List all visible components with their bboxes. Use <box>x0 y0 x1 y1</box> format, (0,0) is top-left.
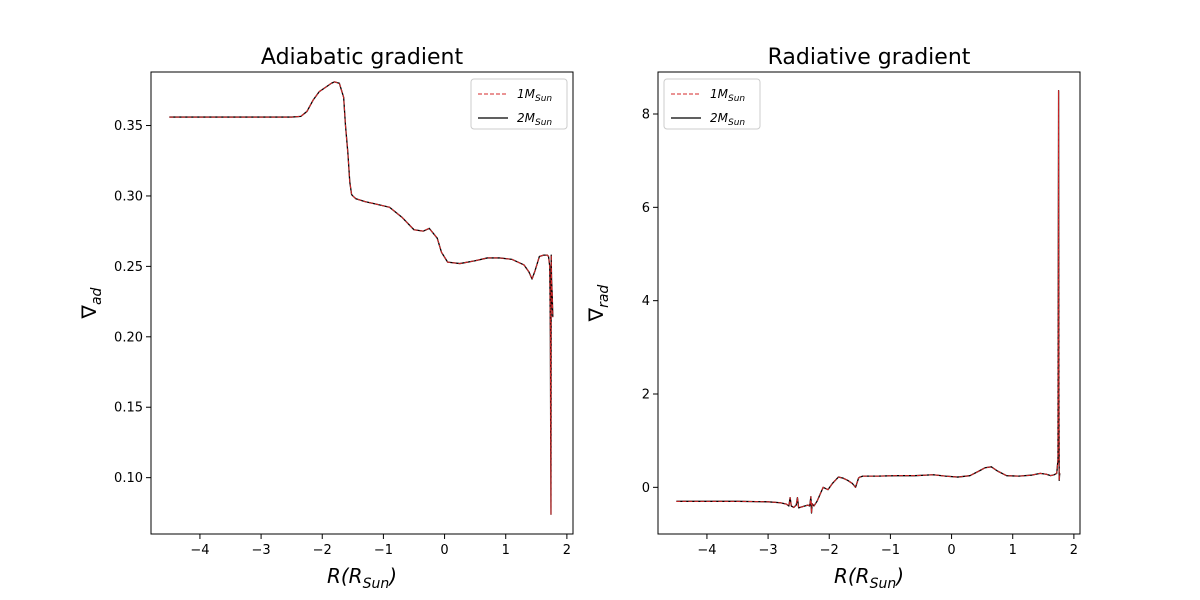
adiabatic-x-axis-label: R(RSun) <box>327 564 397 592</box>
adiabatic-y-tick-label: 0.25 <box>114 260 143 275</box>
adiabatic-legend-box <box>470 78 568 130</box>
adiabatic-y-tick-label: 0.10 <box>114 471 143 486</box>
radiative-chart-title: Radiative gradient <box>768 45 971 70</box>
radiative-x-tick-label: −4 <box>697 543 716 558</box>
adiabatic-x-tick-label: 0 <box>440 543 448 558</box>
radiative-legend-label-2: 2MSun <box>710 111 745 128</box>
radiative-y-tick-label: 6 <box>642 201 650 216</box>
radiative-x-axis-label: R(RSun) <box>834 564 904 592</box>
adiabatic-legend-label-1: 1MSun <box>517 87 552 104</box>
radiative-legend-label-1: 1MSun <box>710 87 745 104</box>
radiative-x-tick-label: 1 <box>1009 543 1017 558</box>
adiabatic-chart-title: Adiabatic gradient <box>261 45 464 70</box>
adiabatic-x-tick-label: 2 <box>563 543 571 558</box>
radiative-y-axis-label: ∇rad <box>584 285 612 323</box>
adiabatic-y-tick-label: 0.30 <box>114 189 143 204</box>
radiative-x-tick-label: −2 <box>820 543 839 558</box>
radiative-y-tick-label: 2 <box>642 388 650 403</box>
adiabatic-axes-frame <box>150 71 574 535</box>
adiabatic-x-tick-label: −1 <box>374 543 393 558</box>
radiative-legend-box <box>663 78 761 130</box>
adiabatic-x-tick-label: −2 <box>313 543 332 558</box>
radiative-y-tick-label: 0 <box>642 481 650 496</box>
radiative-x-tick-label: −1 <box>881 543 900 558</box>
adiabatic-series-line-2 <box>169 81 554 515</box>
radiative-axes-frame <box>657 71 1081 535</box>
adiabatic-y-tick-label: 0.15 <box>114 401 143 416</box>
adiabatic-y-tick-label: 0.20 <box>114 330 143 345</box>
adiabatic-x-tick-label: −4 <box>190 543 209 558</box>
adiabatic-y-tick-label: 0.35 <box>114 119 143 134</box>
radiative-x-tick-label: 2 <box>1070 543 1078 558</box>
adiabatic-x-tick-label: 1 <box>502 543 510 558</box>
adiabatic-series-line-1 <box>169 81 554 515</box>
radiative-x-tick-label: −3 <box>759 543 778 558</box>
radiative-series-line-1 <box>676 90 1061 514</box>
radiative-x-tick-label: 0 <box>947 543 955 558</box>
panel-radiative: −4 −3 −2 −1 0 1 2 0 2 4 6 8 Radiative gradient R(RSun… <box>584 45 1081 592</box>
radiative-y-tick-label: 4 <box>642 294 650 309</box>
adiabatic-x-tick-label: −3 <box>252 543 271 558</box>
radiative-series-line-2 <box>676 90 1061 514</box>
adiabatic-y-axis-label: ∇ad <box>77 287 105 319</box>
panel-adiabatic: −4 −3 −2 −1 0 1 2 0.10 0.15 0.20 0.25 0.30 0.35 Adiab… <box>77 45 574 592</box>
radiative-y-tick-label: 8 <box>642 108 650 123</box>
adiabatic-legend-label-2: 2MSun <box>517 111 552 128</box>
